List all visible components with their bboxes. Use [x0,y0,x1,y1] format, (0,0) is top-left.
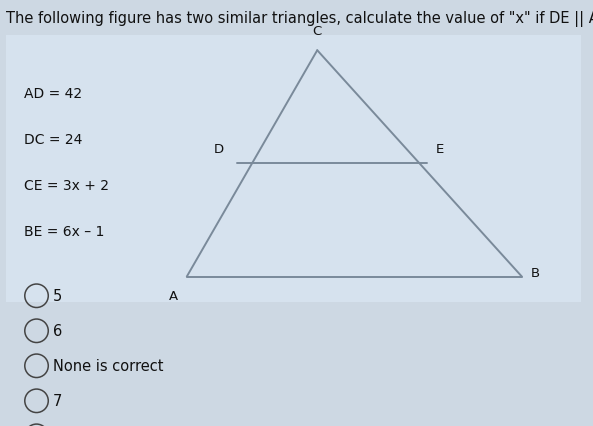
Text: C: C [313,26,322,38]
Text: D: D [214,143,224,155]
Text: 7: 7 [53,393,62,409]
Text: E: E [436,143,444,155]
Text: 5: 5 [53,288,62,304]
Text: The following figure has two similar triangles, calculate the value of "x" if DE: The following figure has two similar tri… [6,11,593,26]
Text: BE = 6x – 1: BE = 6x – 1 [24,225,104,239]
Text: 6: 6 [53,323,62,339]
Text: AD = 42: AD = 42 [24,87,82,101]
Text: B: B [531,266,540,279]
FancyBboxPatch shape [6,36,581,302]
Text: CE = 3x + 2: CE = 3x + 2 [24,179,109,193]
Text: None is correct: None is correct [53,358,163,374]
Text: DC = 24: DC = 24 [24,133,82,147]
Text: A: A [169,290,178,302]
